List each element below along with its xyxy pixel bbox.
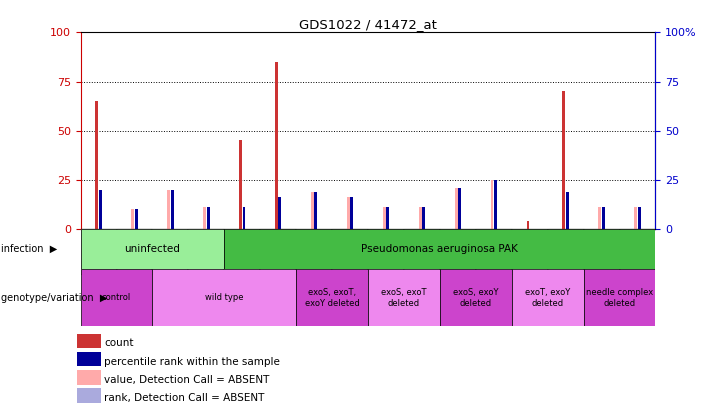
Bar [243, 207, 245, 229]
Bar [583, 269, 655, 326]
Bar [512, 269, 583, 326]
Text: count: count [104, 338, 134, 348]
Text: percentile rank within the sample: percentile rank within the sample [104, 356, 280, 367]
Bar [171, 217, 174, 229]
Bar [547, 229, 584, 275]
Bar [95, 101, 98, 229]
Bar [171, 190, 174, 229]
Bar [386, 207, 389, 229]
Bar [350, 219, 353, 229]
Bar [189, 229, 224, 275]
Text: uninfected: uninfected [125, 244, 180, 254]
Text: exoT, exoY
deleted: exoT, exoY deleted [525, 288, 571, 308]
Bar [99, 190, 102, 229]
Bar [297, 269, 368, 326]
Bar [315, 219, 318, 229]
Bar [562, 92, 565, 229]
Bar [239, 141, 242, 229]
Text: rank, Detection Call = ABSENT: rank, Detection Call = ABSENT [104, 393, 265, 403]
Bar [422, 207, 425, 229]
Bar [620, 229, 655, 275]
Bar [153, 229, 189, 275]
Bar [243, 207, 245, 229]
Bar [332, 229, 368, 275]
Text: exoS, exoT,
exoY deleted: exoS, exoT, exoY deleted [305, 288, 360, 308]
Text: Pseudomonas aeruginosa PAK: Pseudomonas aeruginosa PAK [362, 244, 518, 254]
Bar [278, 197, 281, 229]
Bar [584, 229, 620, 275]
Bar [347, 197, 350, 229]
Bar [116, 229, 153, 275]
Bar [224, 229, 260, 275]
Bar [77, 370, 101, 385]
Bar [383, 207, 386, 229]
Bar [602, 221, 605, 229]
Text: exoS, exoY
deleted: exoS, exoY deleted [453, 288, 498, 308]
Bar [81, 269, 153, 326]
Bar [599, 207, 601, 229]
Bar [458, 188, 461, 229]
Bar [602, 207, 605, 229]
Bar [81, 229, 116, 275]
Bar [494, 180, 497, 229]
Title: GDS1022 / 41472_at: GDS1022 / 41472_at [299, 18, 437, 31]
Bar [491, 180, 494, 229]
Bar [77, 334, 101, 348]
Bar [494, 213, 497, 229]
Bar [512, 229, 547, 275]
Text: needle complex
deleted: needle complex deleted [586, 288, 653, 308]
Bar [239, 141, 242, 229]
Bar [168, 190, 170, 229]
Text: genotype/variation  ▶: genotype/variation ▶ [1, 293, 108, 303]
Bar [275, 62, 278, 229]
Text: exoS, exoT
deleted: exoS, exoT deleted [381, 288, 427, 308]
Bar [153, 269, 297, 326]
Bar [135, 209, 137, 229]
Bar [203, 207, 206, 229]
Bar [99, 190, 102, 229]
Bar [207, 207, 210, 229]
Bar [476, 229, 512, 275]
Bar [224, 229, 655, 269]
Bar [350, 197, 353, 229]
Text: value, Detection Call = ABSENT: value, Detection Call = ABSENT [104, 375, 270, 385]
Bar [81, 229, 224, 269]
Bar [418, 207, 421, 229]
Bar [368, 269, 440, 326]
Bar [638, 207, 641, 229]
Text: control: control [102, 293, 131, 302]
Bar [526, 221, 529, 229]
Bar [440, 269, 512, 326]
Text: infection  ▶: infection ▶ [1, 244, 57, 254]
Bar [77, 352, 101, 367]
Bar [275, 62, 278, 229]
Bar [311, 192, 314, 229]
Bar [566, 192, 569, 229]
Bar [638, 221, 641, 229]
Bar [77, 388, 101, 403]
Bar [260, 229, 297, 275]
Bar [526, 221, 529, 229]
Bar [368, 229, 404, 275]
Bar [297, 229, 332, 275]
Bar [404, 229, 440, 275]
Bar [95, 101, 98, 229]
Bar [315, 192, 318, 229]
Bar [131, 209, 134, 229]
Bar [634, 207, 637, 229]
Bar [458, 213, 461, 229]
Bar [566, 192, 569, 229]
Bar [455, 188, 458, 229]
Text: wild type: wild type [205, 293, 243, 302]
Bar [440, 229, 476, 275]
Bar [562, 92, 565, 229]
Bar [422, 225, 425, 229]
Bar [278, 197, 281, 229]
